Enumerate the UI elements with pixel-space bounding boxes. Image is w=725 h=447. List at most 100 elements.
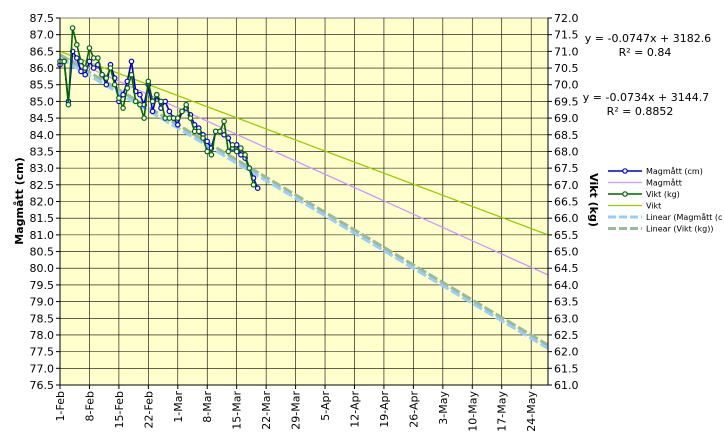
series-3-point xyxy=(204,148,211,155)
series-3-point xyxy=(154,91,160,98)
series-3-point xyxy=(179,108,185,115)
series-2-line xyxy=(59,54,549,276)
y-tick-label-left: 80.0 xyxy=(30,262,55,275)
series-3-point xyxy=(200,135,206,141)
series-3-point xyxy=(141,115,147,121)
series-1-point xyxy=(204,138,211,145)
x-tick-label: 29-Mar xyxy=(290,391,303,430)
series-3-point xyxy=(107,65,114,71)
series-3-point xyxy=(128,71,135,78)
x-tick-label: 17-May xyxy=(496,391,509,432)
y-tick-label-right: 64.0 xyxy=(554,279,579,292)
x-tick-label: 26-Apr xyxy=(407,391,420,428)
series-3-point xyxy=(229,142,236,148)
series-3-point xyxy=(158,98,164,105)
y-tick-label-right: 70.5 xyxy=(554,62,579,75)
x-tick-label: 19-Apr xyxy=(378,391,391,428)
series-3-point xyxy=(137,101,143,108)
y-tick-label-left: 86.5 xyxy=(30,45,55,58)
series-3-point xyxy=(65,101,72,108)
y-tick-label-left: 79.5 xyxy=(30,279,55,292)
y-tick-label-right: 71.0 xyxy=(554,45,579,58)
series-1-point xyxy=(149,108,156,115)
series-1-point xyxy=(137,91,143,98)
series-1-point xyxy=(128,58,135,65)
series-3-point xyxy=(225,148,232,155)
series-1-point xyxy=(120,91,126,98)
legend-label: Magmått xyxy=(646,178,682,188)
x-tick-label: 15-Feb xyxy=(113,391,126,428)
series-1-point xyxy=(175,122,181,128)
series-3-point xyxy=(78,58,84,65)
x-tick-label: 8-Feb xyxy=(83,391,96,421)
y-tick-label-left: 83.5 xyxy=(30,145,55,158)
y-tick-label-left: 77.0 xyxy=(30,362,55,375)
y-tick-label-left: 82.0 xyxy=(30,196,55,209)
y-tick-label-left: 76.5 xyxy=(30,379,55,392)
legend-label: Linear (Vikt (kg)) xyxy=(646,225,713,234)
series-3-point xyxy=(111,81,118,88)
series-3-point xyxy=(103,75,110,81)
y-tick-label-left: 85.0 xyxy=(30,95,55,108)
series-3-point xyxy=(61,58,67,65)
x-tick-label: 12-Apr xyxy=(348,391,361,428)
series-3-point xyxy=(74,41,80,48)
series-1-point xyxy=(82,71,89,78)
y-tick-label-right: 63.0 xyxy=(554,312,579,325)
series-1-point xyxy=(78,68,84,75)
y-tick-label-right: 69.5 xyxy=(554,95,579,108)
y-tick-label-right: 69.0 xyxy=(554,112,579,125)
y-tick-label-left: 84.5 xyxy=(30,112,55,125)
y-tick-label-left: 84.0 xyxy=(30,129,55,142)
y-tick-label-left: 85.5 xyxy=(30,79,55,92)
series-3-point xyxy=(242,152,248,158)
y-tick-label-right: 62.0 xyxy=(554,346,579,359)
series-3-point xyxy=(145,78,152,85)
series-3-point xyxy=(132,98,139,105)
y-axis-left-title: Magmått (cm) xyxy=(13,157,26,245)
y-tick-label-left: 81.5 xyxy=(30,212,55,225)
y-tick-label-left: 82.5 xyxy=(30,179,55,192)
x-tick-label: 10-May xyxy=(466,391,479,432)
x-tick-label: 24-May xyxy=(525,391,538,432)
y-tick-label-right: 71.5 xyxy=(554,29,579,42)
y-tick-label-left: 80.5 xyxy=(30,246,55,259)
series-3-point xyxy=(233,148,240,155)
y-tick-label-right: 61.0 xyxy=(554,379,579,392)
legend-marker xyxy=(622,191,628,197)
legend-marker xyxy=(622,168,628,174)
series-1-point xyxy=(254,185,261,192)
y-tick-label-left: 79.0 xyxy=(30,296,55,309)
x-tick-label: 22-Mar xyxy=(260,391,273,430)
legend-label: Linear (Magmått (c xyxy=(646,212,722,222)
series-3-point xyxy=(149,98,156,105)
y-tick-label-left: 78.5 xyxy=(30,312,55,325)
y-tick-label-right: 67.0 xyxy=(554,179,579,192)
series-3-point xyxy=(82,65,89,71)
series-1-point xyxy=(74,55,80,61)
series-3-point xyxy=(221,118,227,125)
y-tick-label-left: 86.0 xyxy=(30,62,55,75)
y-tick-label-right: 62.5 xyxy=(554,329,579,342)
y-tick-label-right: 65.0 xyxy=(554,246,579,259)
series-3-point xyxy=(183,101,190,108)
y-tick-label-right: 70.0 xyxy=(554,79,579,92)
series-3-point xyxy=(120,105,126,111)
y-tick-label-right: 72.0 xyxy=(554,12,579,25)
y-tick-label-right: 67.5 xyxy=(554,162,579,175)
axis-layer: 87.5 72.0 87.0 71.5 86.5 71.0 86.0 70.5 85.5 70.0… xyxy=(30,12,579,432)
series-1-point xyxy=(166,108,173,115)
legend-label: Vikt (kg) xyxy=(646,190,680,199)
x-tick-label: 3-May xyxy=(437,391,450,425)
series-4-line xyxy=(59,50,549,236)
y-tick-label-left: 87.5 xyxy=(30,12,55,25)
y-tick-label-left: 83.0 xyxy=(30,162,55,175)
trend-r2-1: R² = 0.84 xyxy=(619,46,672,59)
series-3-point xyxy=(217,128,223,135)
y-tick-label-right: 63.5 xyxy=(554,296,579,309)
series-3-point xyxy=(250,182,257,188)
series-3-point xyxy=(86,45,93,51)
